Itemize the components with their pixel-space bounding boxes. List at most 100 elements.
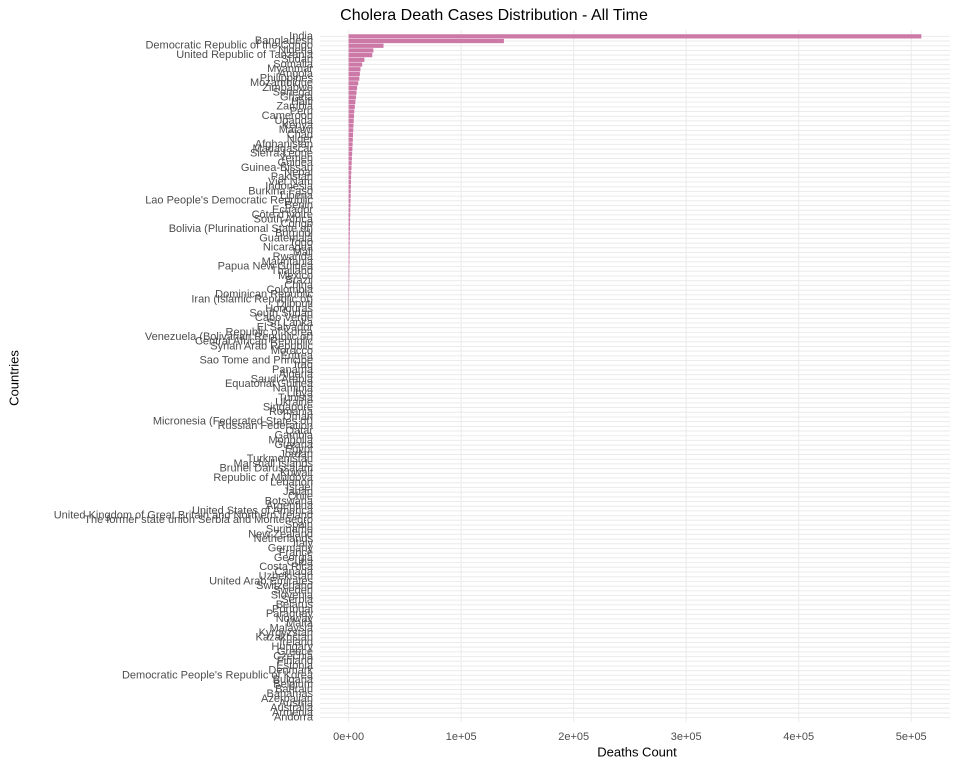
y-tick-label: Ireland <box>279 636 313 648</box>
y-tick-label: Cabo Verde <box>255 312 313 324</box>
y-tick-label: Denmark <box>268 665 313 677</box>
bar <box>348 71 360 77</box>
y-tick-label: Costa Rica <box>259 561 314 573</box>
y-tick-label: Syrian Arab Republic <box>210 340 313 352</box>
y-tick-label: South Africa <box>254 214 314 226</box>
bar <box>348 193 351 199</box>
y-tick-label: Slovenia <box>271 589 314 601</box>
y-tick-label: Niger <box>287 134 314 146</box>
y-tick-label: Mauritania <box>262 256 314 268</box>
y-tick-label: Guatemala <box>259 232 314 244</box>
y-tick-label: Israel <box>286 481 313 493</box>
y-tick-label: Guinea <box>278 157 314 169</box>
bar <box>348 189 351 194</box>
y-tick-label: Guyana <box>274 439 313 451</box>
bar <box>348 236 350 241</box>
y-tick-label: Burkina Faso <box>248 185 313 197</box>
bar <box>348 85 358 91</box>
y-tick-label: Cameroon <box>262 110 313 122</box>
y-tick-label: Mexico <box>278 270 313 282</box>
bar <box>348 175 352 180</box>
y-tick-label: Paraguay <box>266 608 314 620</box>
y-tick-label: El Salvador <box>257 322 314 334</box>
bar <box>348 259 350 264</box>
bar <box>348 128 354 133</box>
y-tick-label: Chile <box>288 491 313 503</box>
y-tick-label: Micronesia (Federated States of) <box>153 416 313 428</box>
y-tick-label: New Zealand <box>248 528 313 540</box>
y-tick-label: Lebanon <box>270 477 313 489</box>
x-tick-label: 3e+05 <box>671 731 702 743</box>
y-tick-label: Venezuela (Bolivarian Republic of) <box>145 331 313 343</box>
bar <box>348 203 351 208</box>
y-tick-label: Brunei Darussalam <box>219 463 313 475</box>
bar <box>348 151 353 156</box>
y-tick-label: Nepal <box>284 167 313 179</box>
bar <box>348 95 356 100</box>
y-tick-label: Viet Nam <box>268 176 313 188</box>
bar <box>348 179 351 185</box>
bar <box>348 118 354 124</box>
bar <box>348 81 359 86</box>
bar <box>348 245 350 250</box>
bar <box>348 43 384 48</box>
y-tick-label: Bahrain <box>275 683 313 695</box>
y-tick-label: Singapore <box>263 401 313 413</box>
y-tick-label: Honduras <box>265 303 313 315</box>
y-tick-label: Sao Tome and Principe <box>199 354 313 366</box>
bar <box>348 90 357 95</box>
y-tick-label: Eritrea <box>281 350 314 362</box>
y-tick-label: Guinea-Bissau <box>241 162 313 174</box>
bar <box>348 273 350 279</box>
y-tick-label: Philippines <box>260 73 314 85</box>
y-tick-label: Italy <box>293 538 314 550</box>
y-tick-label: Madagascar <box>252 143 313 155</box>
y-tick-label: Egypt <box>285 444 313 456</box>
y-tick-label: United Arab Emirates <box>209 575 313 587</box>
y-tick-label: Australia <box>270 702 314 714</box>
y-tick-label: Georgia <box>274 552 314 564</box>
y-tick-label: Malaysia <box>270 622 314 634</box>
y-tick-label: Dominican Republic <box>215 289 313 301</box>
y-tick-label: Japan <box>283 486 313 498</box>
y-tick-label: Oman <box>283 411 313 423</box>
y-tick-label: Nicaragua <box>263 242 314 254</box>
bar <box>348 132 354 138</box>
y-tick-label: Namibia <box>273 383 314 395</box>
y-axis-title: Countries <box>6 350 21 406</box>
bar <box>348 255 350 260</box>
y-tick-label: Peru <box>290 105 313 117</box>
bar <box>348 161 352 166</box>
y-tick-label: Thailand <box>271 265 313 277</box>
y-tick-label: Côte d'Ivoire <box>252 209 313 221</box>
bar <box>348 142 353 147</box>
y-tick-label: Canada <box>274 566 313 578</box>
y-tick-label: Senegal <box>273 87 313 99</box>
y-tick-label: Germany <box>268 542 314 554</box>
y-tick-label: Malawi <box>279 124 313 136</box>
y-tick-label: Benin <box>285 199 313 211</box>
y-tick-label: Greece <box>277 646 313 658</box>
y-tick-label: Belgium <box>273 679 313 691</box>
y-tick-label: Sudan <box>281 54 313 66</box>
bar <box>348 62 363 67</box>
y-tick-label: Tunisia <box>278 392 314 404</box>
y-tick-label: Mali <box>293 246 313 258</box>
y-tick-label: Ghana <box>280 91 314 103</box>
bar <box>348 226 350 232</box>
y-tick-label: Norway <box>276 613 314 625</box>
y-tick-label: Democratic Republic of the Congo <box>145 40 313 52</box>
y-tick-label: Kuwait <box>280 467 313 479</box>
y-tick-label: Romania <box>269 406 314 418</box>
y-tick-label: Sierra Leone <box>250 148 313 160</box>
y-tick-label: Finland <box>277 655 313 667</box>
bar <box>348 231 350 236</box>
x-tick-label: 0e+00 <box>333 731 364 743</box>
y-tick-label: Pakistan <box>271 171 313 183</box>
y-tick-label: Armenia <box>272 707 314 719</box>
y-tick-label: Serbia <box>281 594 314 606</box>
y-tick-label: Argentina <box>266 500 314 512</box>
bar <box>348 76 360 81</box>
y-tick-label: United States of America <box>192 505 314 517</box>
